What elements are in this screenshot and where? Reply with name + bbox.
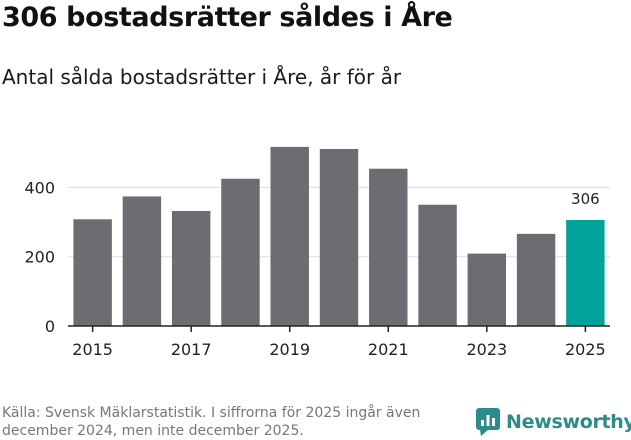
x-tick-label-2021: 2021 <box>368 340 409 359</box>
bar-2024 <box>516 233 556 326</box>
bar-chart: 0 200 400 306 2015 2017 2019 2021 2023 2025 <box>24 146 610 359</box>
y-tick-label-0: 0 <box>45 317 55 336</box>
x-tick-label-2017: 2017 <box>171 340 212 359</box>
bar-2025 <box>566 219 605 326</box>
bar-2017 <box>171 210 211 326</box>
bar-2015 <box>73 219 112 326</box>
y-tick-label-400: 400 <box>24 178 55 197</box>
newsworthy-logo: Newsworthy <box>476 407 631 437</box>
data-label-2025: 306 <box>571 190 600 208</box>
chart-subtitle: Antal sålda bostadsrätter i Åre, år för … <box>2 65 402 89</box>
newsworthy-logo-icon <box>476 408 500 436</box>
source-note: Källa: Svensk Mäklarstatistik. I siffror… <box>2 405 421 439</box>
bar-2022 <box>418 204 457 326</box>
newsworthy-logo-text: Newsworthy <box>506 411 631 433</box>
y-tick-label-200: 200 <box>24 248 55 267</box>
x-tick-label-2015: 2015 <box>72 340 113 359</box>
x-tick-label-2023: 2023 <box>466 340 507 359</box>
bar-2023 <box>467 253 507 326</box>
chart-title: 306 bostadsrätter såldes i Åre <box>2 2 453 33</box>
bar-2021 <box>369 168 408 326</box>
x-tick-label-2025: 2025 <box>565 340 606 359</box>
bar-2016 <box>122 196 162 326</box>
bar-2018 <box>221 178 260 326</box>
bar-2020 <box>319 148 359 326</box>
bar-2019 <box>270 146 309 326</box>
x-tick-label-2019: 2019 <box>269 340 310 359</box>
